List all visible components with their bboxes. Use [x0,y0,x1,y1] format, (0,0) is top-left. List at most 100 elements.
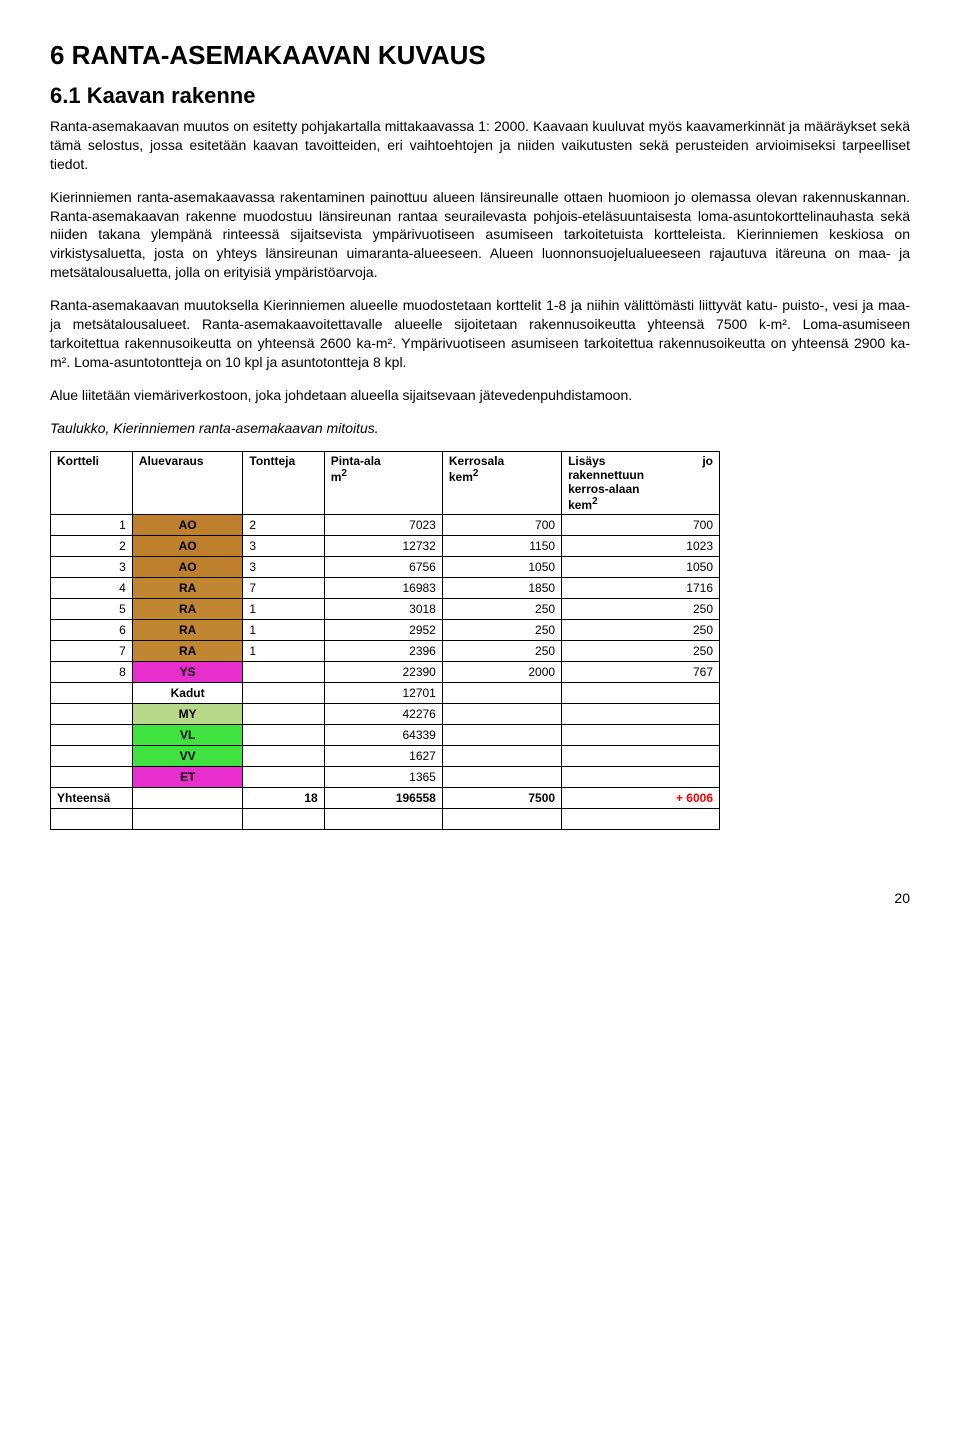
cell-kerrosala: 2000 [442,662,561,683]
cell-pintaala: 22390 [324,662,442,683]
cell-lisays [562,683,720,704]
cell-total-tontteja: 18 [243,788,324,809]
cell-aluevaraus: AO [132,557,243,578]
cell-aluevaraus: Kadut [132,683,243,704]
th-lisays-line1b: jo [702,454,713,468]
cell-aluevaraus: RA [132,599,243,620]
th-kerrosala-sup: 2 [473,468,479,479]
cell-kerrosala [442,767,561,788]
th-pintaala-line2: m [331,470,342,484]
paragraph-2: Kierinniemen ranta-asemakaavassa rakenta… [50,188,910,282]
table-row: Kadut 12701 [51,683,720,704]
paragraph-4: Alue liitetään viemäriverkostoon, joka j… [50,386,910,405]
cell-lisays: 1023 [562,536,720,557]
th-lisays: Lisäys jo rakennettuun kerros-alaan kem2 [562,452,720,515]
cell-tontteja [243,704,324,725]
cell-pintaala: 12701 [324,683,442,704]
cell-aluevaraus: RA [132,578,243,599]
th-lisays-line2: rakennettuun [568,468,644,482]
cell-empty [324,809,442,830]
table-row: 5RA13018250250 [51,599,720,620]
cell-total-lisays: + 6006 [562,788,720,809]
data-table: Kortteli Aluevaraus Tontteja Pinta-ala m… [50,451,720,830]
cell-pintaala: 3018 [324,599,442,620]
cell-lisays [562,725,720,746]
th-kerrosala: Kerrosala kem2 [442,452,561,515]
cell-tontteja: 1 [243,641,324,662]
cell-kerrosala: 1150 [442,536,561,557]
th-pintaala-line1: Pinta-ala [331,454,381,468]
table-row: 1AO27023700700 [51,515,720,536]
cell-kortteli: 7 [51,641,133,662]
cell-kortteli [51,746,133,767]
th-lisays-line3: kerros-alaan [568,482,639,496]
cell-kortteli: 1 [51,515,133,536]
cell-empty [132,809,243,830]
table-row: 3AO3675610501050 [51,557,720,578]
cell-kortteli [51,704,133,725]
cell-aluevaraus: AO [132,536,243,557]
cell-aluevaraus: YS [132,662,243,683]
cell-tontteja: 7 [243,578,324,599]
heading-1: 6 RANTA-ASEMAKAAVAN KUVAUS [50,40,910,71]
cell-lisays [562,704,720,725]
table-row: VL64339 [51,725,720,746]
cell-kerrosala [442,725,561,746]
th-lisays-line4: kem [568,498,592,512]
cell-lisays [562,746,720,767]
cell-kortteli: 3 [51,557,133,578]
cell-lisays: 700 [562,515,720,536]
cell-pintaala: 2952 [324,620,442,641]
th-lisays-sup: 2 [592,496,598,507]
cell-kerrosala: 250 [442,620,561,641]
cell-empty [442,809,561,830]
cell-empty [243,809,324,830]
table-row: MY42276 [51,704,720,725]
cell-kortteli [51,767,133,788]
cell-kortteli: 4 [51,578,133,599]
cell-tontteja: 1 [243,620,324,641]
cell-tontteja [243,683,324,704]
table-row: 8YS 223902000767 [51,662,720,683]
table-row-total: Yhteensä181965587500+ 6006 [51,788,720,809]
cell-aluevaraus: RA [132,641,243,662]
cell-kerrosala: 250 [442,641,561,662]
cell-lisays: 1050 [562,557,720,578]
table-caption: Taulukko, Kierinniemen ranta-asemakaavan… [50,419,910,438]
table-row: 6RA12952250250 [51,620,720,641]
cell-kortteli [51,683,133,704]
cell-lisays: 767 [562,662,720,683]
cell-aluevaraus: VL [132,725,243,746]
cell-lisays: 250 [562,620,720,641]
th-lisays-line1a: Lisäys [568,454,605,468]
table-row: 2AO31273211501023 [51,536,720,557]
cell-empty [51,809,133,830]
cell-kerrosala: 1050 [442,557,561,578]
cell-tontteja: 2 [243,515,324,536]
cell-empty [562,809,720,830]
th-tontteja: Tontteja [243,452,324,515]
cell-pintaala: 16983 [324,578,442,599]
cell-tontteja: 3 [243,557,324,578]
cell-tontteja [243,662,324,683]
table-row: VV1627 [51,746,720,767]
cell-kerrosala [442,683,561,704]
table-row: ET1365 [51,767,720,788]
cell-tontteja [243,767,324,788]
cell-total-kerrosala: 7500 [442,788,561,809]
table-row: 7RA12396250250 [51,641,720,662]
cell-lisays: 1716 [562,578,720,599]
cell-pintaala: 1365 [324,767,442,788]
cell-kortteli: 8 [51,662,133,683]
cell-aluevaraus: MY [132,704,243,725]
heading-2: 6.1 Kaavan rakenne [50,83,910,109]
cell-pintaala: 2396 [324,641,442,662]
cell-kerrosala: 1850 [442,578,561,599]
cell-kerrosala [442,704,561,725]
cell-kerrosala: 250 [442,599,561,620]
cell-kortteli: 2 [51,536,133,557]
table-row-spacer [51,809,720,830]
table-body: 1AO270237007002AO312732115010233AO367561… [51,515,720,830]
paragraph-1: Ranta-asemakaavan muutos on esitetty poh… [50,117,910,174]
cell-tontteja: 1 [243,599,324,620]
